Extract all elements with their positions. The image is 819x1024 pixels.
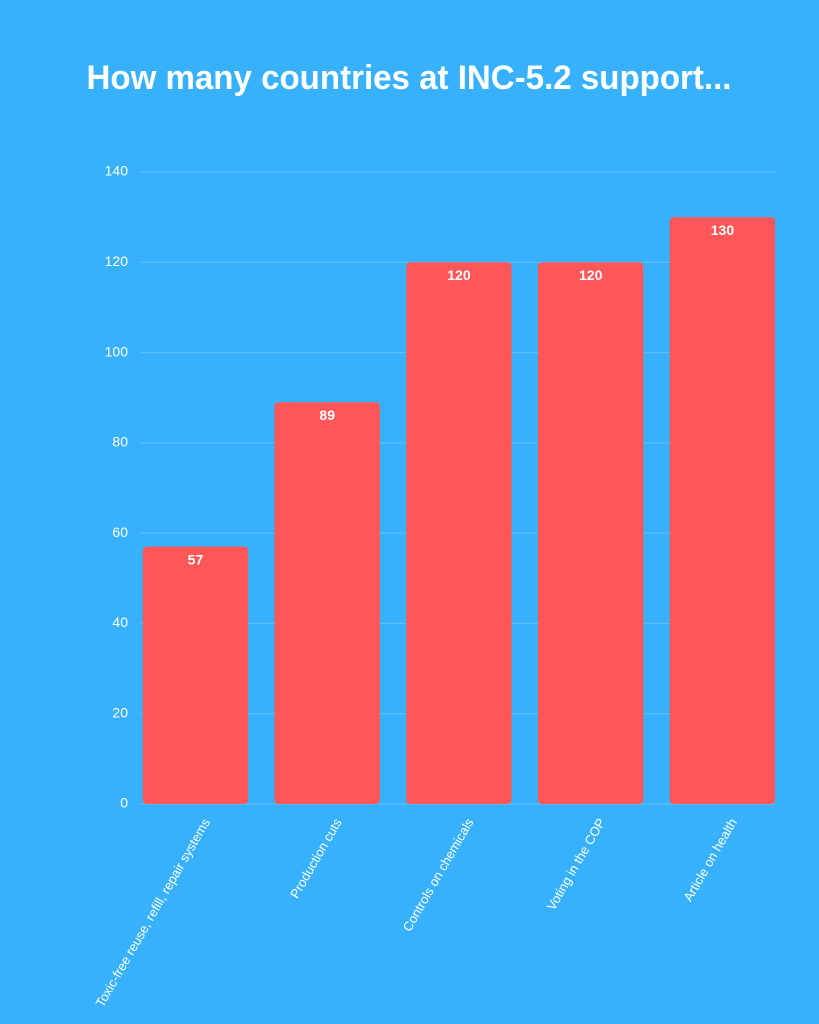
y-tick-label: 60	[112, 524, 128, 540]
y-tick-label: 80	[112, 434, 128, 450]
bar	[406, 262, 512, 804]
value-label: 130	[711, 222, 735, 238]
value-label: 120	[579, 267, 603, 283]
value-label: 57	[188, 551, 204, 567]
bar	[274, 402, 380, 804]
y-tick-label: 0	[120, 795, 128, 811]
bar	[537, 262, 644, 804]
y-tick-label: 20	[112, 704, 128, 720]
y-tick-label: 100	[105, 343, 129, 359]
value-label: 120	[447, 267, 471, 283]
y-tick-label: 120	[105, 253, 129, 269]
chart-title: How many countries at INC-5.2 support...	[87, 59, 732, 97]
bar	[669, 217, 776, 805]
y-tick-label: 40	[112, 614, 128, 630]
value-label: 89	[319, 407, 335, 423]
bar	[142, 546, 249, 804]
y-tick-label: 140	[105, 163, 129, 179]
